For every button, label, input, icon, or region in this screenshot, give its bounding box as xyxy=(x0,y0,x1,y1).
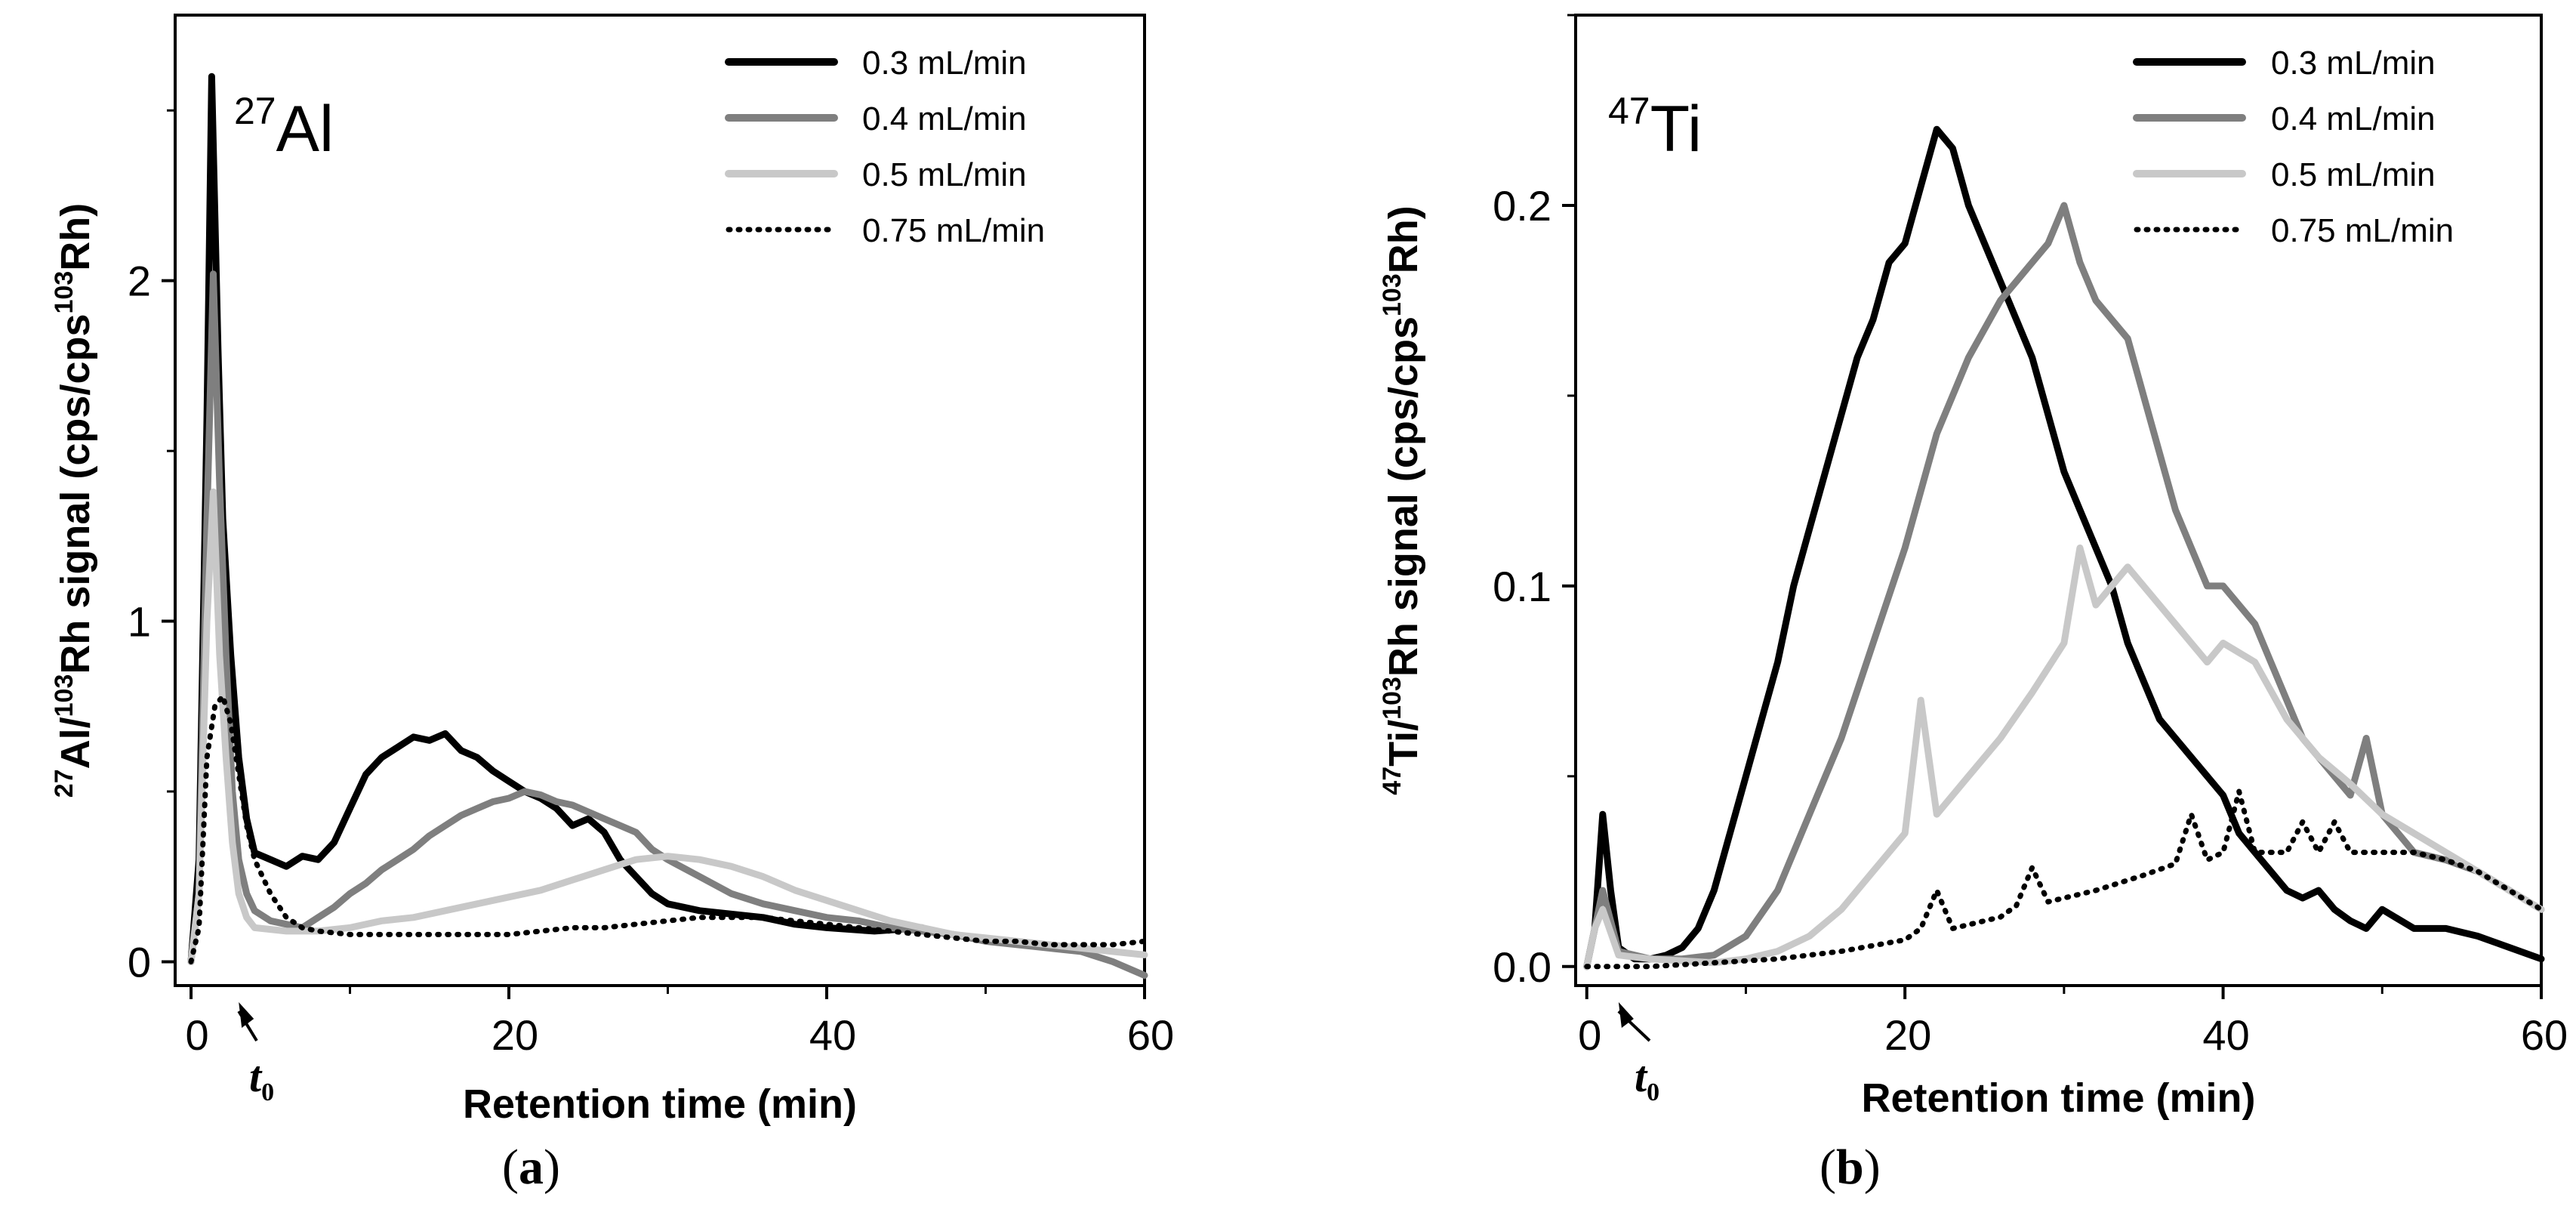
element-mass-number: 27 xyxy=(234,90,276,132)
x-tick-label: 20 xyxy=(491,1011,538,1059)
series-line-0-4-ml-min xyxy=(1583,202,2545,970)
y-axis-title-text: Rh signal (cps/cps xyxy=(1381,316,1426,677)
legend-label: 0.5 mL/min xyxy=(2271,156,2436,193)
panel-a-caption: (a) xyxy=(502,1140,560,1195)
y-axis-title-mass: 47 xyxy=(1378,767,1407,795)
y-tick-label: 0.1 xyxy=(1493,563,1551,610)
legend-label: 0.3 mL/min xyxy=(2271,45,2436,82)
t0-arrowhead xyxy=(1618,1002,1634,1028)
y-axis-title: 27Al/103Rh signal (cps/cps103Rh) xyxy=(50,203,98,798)
y-axis-title-mass: 103 xyxy=(1378,273,1407,316)
x-tick-label: 0 xyxy=(1578,1011,1601,1059)
element-label: 27Al xyxy=(234,90,334,165)
y-axis-title: 47Ti/103Rh signal (cps/cps103Rh) xyxy=(1378,205,1426,794)
legend-label: 0.4 mL/min xyxy=(862,100,1027,137)
t0-label-text: t xyxy=(249,1052,263,1101)
x-tick-label: 60 xyxy=(1127,1011,1174,1059)
element-symbol: Al xyxy=(276,93,334,165)
x-tick-label: 0 xyxy=(185,1011,208,1059)
y-tick-label: 2 xyxy=(128,258,151,305)
y-tick-label: 0.0 xyxy=(1493,943,1551,991)
t0-label-subscript: 0 xyxy=(261,1078,274,1106)
element-mass-number: 47 xyxy=(1608,90,1650,132)
plot-frame xyxy=(174,14,1146,987)
y-tick-label: 0 xyxy=(128,938,151,986)
plot-frame xyxy=(1574,14,2543,987)
t0-label-text: t xyxy=(1635,1052,1648,1101)
x-axis-title: Retention time (min) xyxy=(463,1081,857,1127)
legend-label: 0.75 mL/min xyxy=(2271,212,2454,249)
series-line-0-3-ml-min xyxy=(187,73,926,965)
element-symbol: Ti xyxy=(1650,93,1702,165)
element-label: 47Ti xyxy=(1608,90,1702,165)
y-axis-title-mass: 103 xyxy=(1378,677,1407,720)
series-line-0-75-ml-min xyxy=(188,693,1148,964)
y-axis-title-text: Rh signal (cps/cps xyxy=(53,314,98,674)
series-line-0-4-ml-min xyxy=(187,270,1148,979)
y-tick-label: 0.2 xyxy=(1493,182,1551,230)
legend-label: 0.75 mL/min xyxy=(862,212,1045,249)
y-axis-title-text: Al/ xyxy=(53,717,98,769)
y-axis-title-mass: 103 xyxy=(50,271,79,314)
t0-label-subscript: 0 xyxy=(1647,1078,1659,1106)
legend-label: 0.4 mL/min xyxy=(2271,100,2436,137)
series-line-0-5-ml-min xyxy=(1583,545,2545,970)
t0-label: t0 xyxy=(1635,1052,1659,1106)
legend-label: 0.5 mL/min xyxy=(862,156,1027,193)
y-tick-label: 1 xyxy=(128,598,151,646)
t0-arrowhead xyxy=(239,1002,254,1028)
series-line-0-75-ml-min xyxy=(1584,788,2544,970)
x-tick-label: 40 xyxy=(2202,1011,2249,1059)
x-axis-title: Retention time (min) xyxy=(1862,1075,2256,1121)
legend-label: 0.3 mL/min xyxy=(862,45,1027,82)
y-axis-title-text: Ti/ xyxy=(1381,720,1426,767)
y-axis-title-text: Rh) xyxy=(1381,205,1426,273)
y-axis-title-mass: 27 xyxy=(50,769,79,798)
y-axis-title-mass: 103 xyxy=(50,674,79,717)
series-line-0-5-ml-min xyxy=(187,488,1148,965)
x-tick-label: 20 xyxy=(1884,1011,1931,1059)
x-tick-label: 60 xyxy=(2521,1011,2568,1059)
series-line-0-3-ml-min xyxy=(1583,125,2545,970)
x-tick-label: 40 xyxy=(809,1011,856,1059)
y-axis-title-text: Rh) xyxy=(53,203,98,271)
panel-b-caption: (b) xyxy=(1820,1140,1881,1195)
t0-label: t0 xyxy=(249,1052,274,1106)
